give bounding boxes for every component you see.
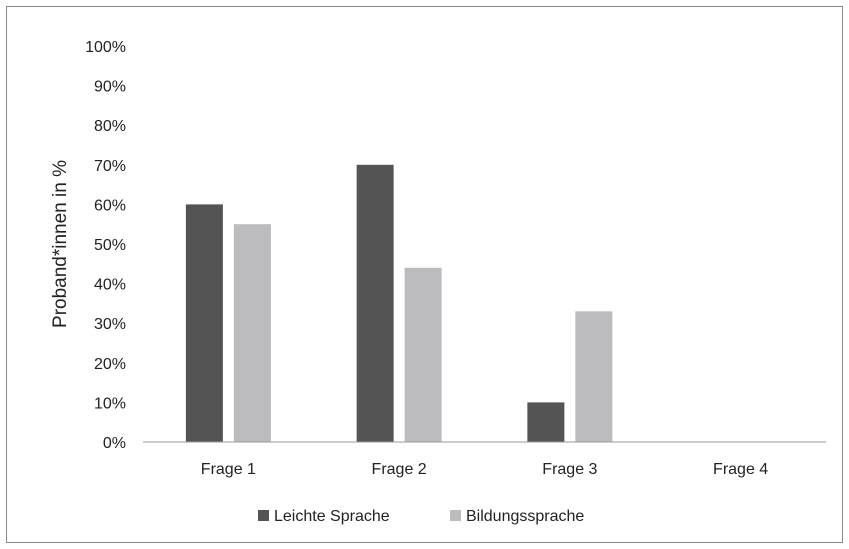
legend-swatch	[450, 510, 461, 521]
x-tick-label: Frage 3	[542, 461, 597, 478]
x-tick-label: Frage 4	[713, 461, 768, 478]
x-tick-label: Frage 2	[372, 461, 427, 478]
y-tick-label: 80%	[94, 118, 126, 135]
legend: Leichte Sprache Bildungssprache	[258, 508, 584, 525]
bar-bildungssprache	[575, 311, 613, 442]
y-tick-label: 40%	[94, 277, 126, 294]
y-tick-label: 10%	[94, 395, 126, 412]
legend-label: Bildungssprache	[466, 508, 584, 525]
y-tick-label: 20%	[94, 356, 126, 373]
bar-bildungssprache	[404, 267, 442, 442]
y-tick-label: 50%	[94, 237, 126, 254]
x-tick-label: Frage 1	[201, 461, 256, 478]
bar-leichte-sprache	[185, 204, 223, 442]
bar-leichte-sprache	[356, 164, 394, 443]
y-axis-ticks: 0% 10% 20% 30% 40% 50% 60% 70% 80% 90% 100%	[85, 39, 126, 452]
y-tick-label: 30%	[94, 316, 126, 333]
bar-bildungssprache	[233, 224, 271, 442]
bars	[185, 164, 613, 443]
bar-leichte-sprache	[527, 402, 565, 442]
y-axis-label: Proband*innen in %	[50, 160, 71, 328]
y-tick-label: 0%	[103, 435, 126, 452]
y-tick-label: 70%	[94, 158, 126, 175]
y-tick-label: 100%	[85, 39, 126, 56]
legend-label: Leichte Sprache	[274, 508, 390, 525]
x-axis-ticks: Frage 1 Frage 2 Frage 3 Frage 4	[201, 461, 768, 478]
y-tick-label: 90%	[94, 79, 126, 96]
y-tick-label: 60%	[94, 197, 126, 214]
legend-swatch	[258, 510, 269, 521]
